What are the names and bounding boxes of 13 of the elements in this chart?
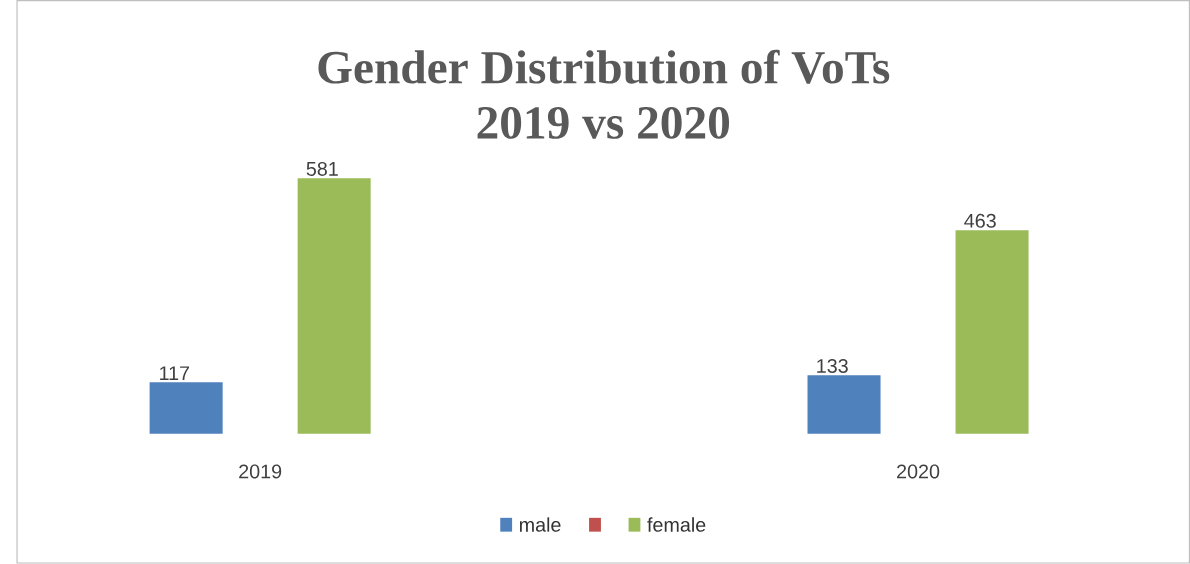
- data-label: 581: [306, 162, 338, 177]
- bar: [297, 178, 371, 434]
- legend-label: male: [519, 517, 561, 532]
- bar: [807, 375, 881, 434]
- data-label: 133: [817, 359, 848, 374]
- chart-title: Gender Distribution of VoTs 2019 vs 2020: [318, 49, 890, 140]
- x-tick-label: 2019: [239, 464, 282, 479]
- bar: [955, 230, 1029, 434]
- data-label: 117: [160, 366, 190, 381]
- legend-label: female: [647, 517, 706, 532]
- bar: [149, 382, 223, 434]
- x-tick-label: 2020: [897, 464, 940, 479]
- data-label: 463: [964, 213, 996, 228]
